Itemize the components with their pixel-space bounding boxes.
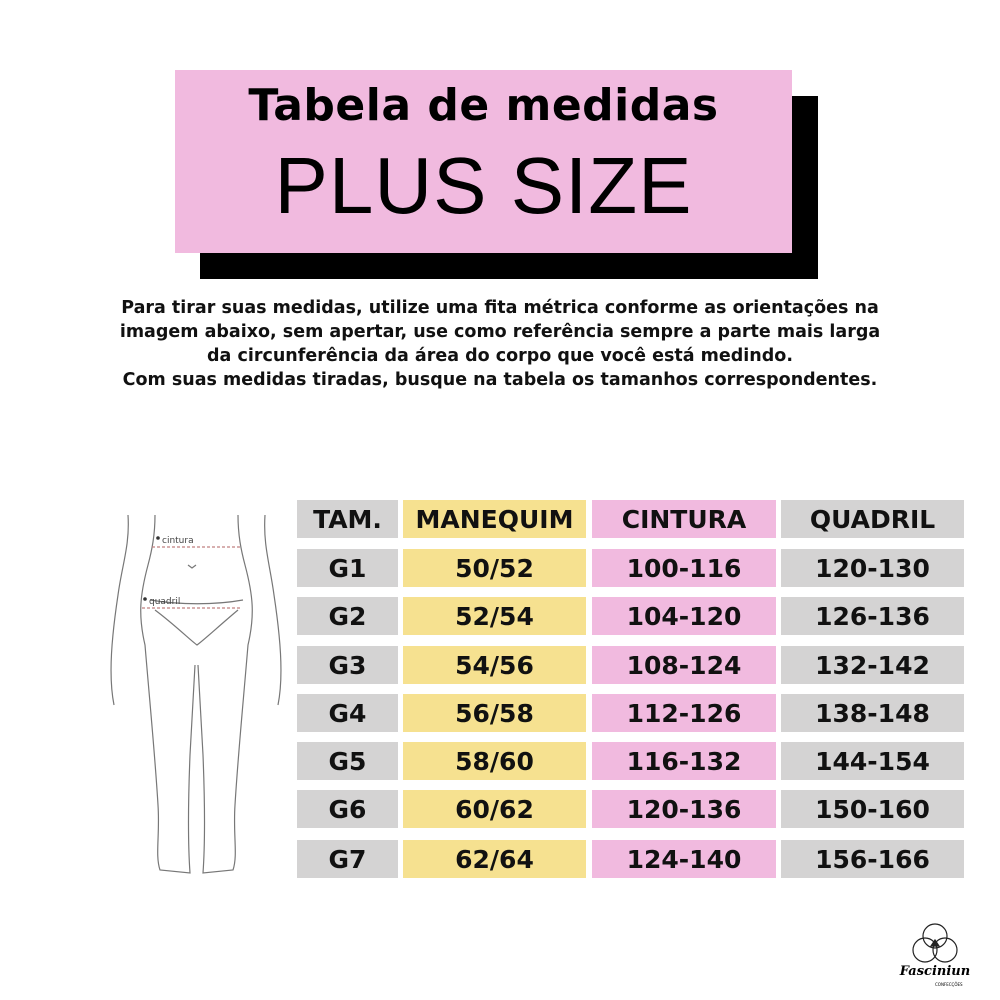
cell-hip: 120-130 xyxy=(781,549,964,587)
header-hip: QUADRIL xyxy=(781,500,964,538)
hip-label: quadril xyxy=(149,597,181,607)
instruction-line: da circunferência da área do corpo que v… xyxy=(207,346,793,366)
cell-hip: 126-136 xyxy=(781,597,964,635)
cell-size: G2 xyxy=(297,597,398,635)
waist-label: cintura xyxy=(162,536,194,546)
logo-sub: CONFECÇÕES xyxy=(935,982,963,987)
cell-mannequin: 52/54 xyxy=(403,597,586,635)
cell-mannequin: 60/62 xyxy=(403,790,586,828)
cell-mannequin: 58/60 xyxy=(403,742,586,780)
body-measurement-figure: cintura quadril xyxy=(100,505,290,885)
cell-mannequin: 56/58 xyxy=(403,694,586,732)
cell-waist: 120-136 xyxy=(592,790,776,828)
cell-size: G1 xyxy=(297,549,398,587)
body-outline-icon xyxy=(110,514,282,874)
cell-hip: 138-148 xyxy=(781,694,964,732)
cell-hip: 150-160 xyxy=(781,790,964,828)
cell-mannequin: 54/56 xyxy=(403,646,586,684)
header-size: TAM. xyxy=(297,500,398,538)
cell-size: G3 xyxy=(297,646,398,684)
logo-name: Fasciniun xyxy=(899,964,971,979)
cell-waist: 112-126 xyxy=(592,694,776,732)
cell-hip: 144-154 xyxy=(781,742,964,780)
title-box: Tabela de medidas PLUS SIZE xyxy=(175,70,792,253)
cell-size: G6 xyxy=(297,790,398,828)
page-title: Tabela de medidas xyxy=(248,80,719,131)
cell-size: G5 xyxy=(297,742,398,780)
cell-hip: 132-142 xyxy=(781,646,964,684)
instruction-line: Para tirar suas medidas, utilize uma fit… xyxy=(121,298,879,318)
header-waist: CINTURA xyxy=(592,500,776,538)
brand-logo: Fasciniun CONFECÇÕES xyxy=(885,922,985,1000)
instructions: Para tirar suas medidas, utilize uma fit… xyxy=(60,296,940,392)
cell-waist: 104-120 xyxy=(592,597,776,635)
page-subtitle: PLUS SIZE xyxy=(274,141,693,230)
cell-mannequin: 62/64 xyxy=(403,840,586,878)
cell-mannequin: 50/52 xyxy=(403,549,586,587)
cell-size: G7 xyxy=(297,840,398,878)
cell-waist: 108-124 xyxy=(592,646,776,684)
logo-circles-icon xyxy=(912,923,958,963)
header-mannequin: MANEQUIM xyxy=(403,500,586,538)
cell-waist: 100-116 xyxy=(592,549,776,587)
instruction-line: Com suas medidas tiradas, busque na tabe… xyxy=(122,370,878,390)
cell-waist: 116-132 xyxy=(592,742,776,780)
instruction-line: imagem abaixo, sem apertar, use como ref… xyxy=(119,322,881,342)
cell-size: G4 xyxy=(297,694,398,732)
cell-hip: 156-166 xyxy=(781,840,964,878)
cell-waist: 124-140 xyxy=(592,840,776,878)
